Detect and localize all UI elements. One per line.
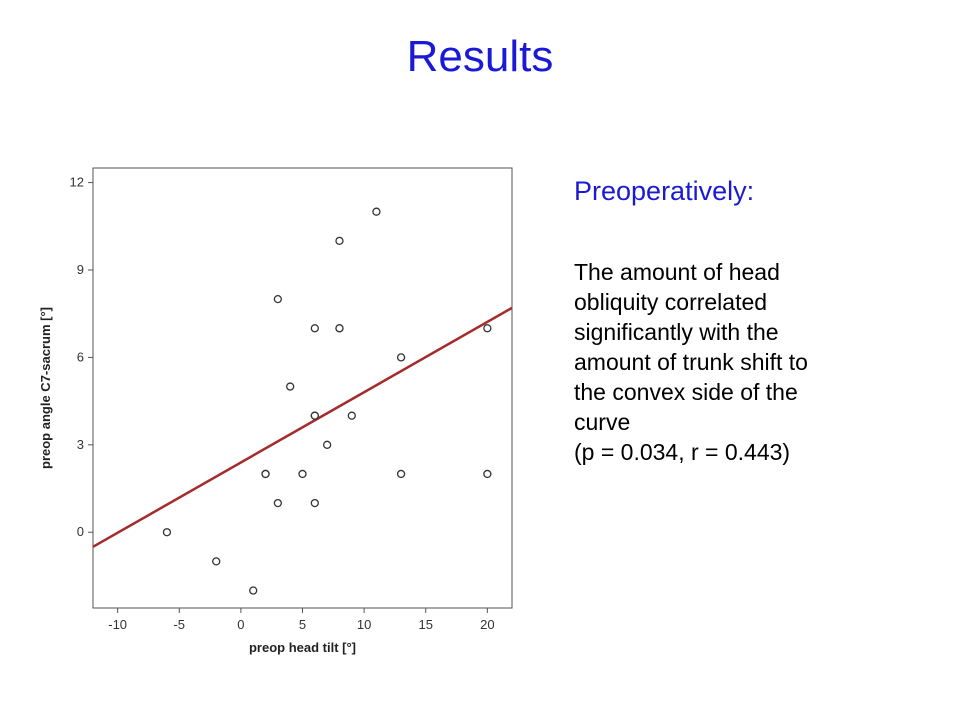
data-point xyxy=(310,411,319,420)
data-point xyxy=(310,324,319,333)
data-point xyxy=(372,207,381,216)
data-point xyxy=(396,353,406,362)
x-tick-label: 0 xyxy=(237,617,244,632)
y-tick-label: 6 xyxy=(77,349,84,364)
scatter-plot: -10 -5 0 5 10 15 20 0 3 6 9 12 preop head tilt [°] pr… xyxy=(38,167,513,655)
data-point xyxy=(483,324,492,333)
data-point xyxy=(212,557,221,566)
y-tick-label: 3 xyxy=(77,437,84,452)
data-point xyxy=(335,324,344,333)
data-point xyxy=(273,498,283,508)
x-tick-label: -5 xyxy=(173,617,185,632)
data-point xyxy=(273,294,283,304)
body-line: obliquity correlated xyxy=(574,289,768,315)
y-tick-label: 0 xyxy=(77,524,84,539)
data-point xyxy=(162,528,172,537)
data-point xyxy=(298,469,307,479)
x-tick-label: 20 xyxy=(480,617,494,632)
y-tick-label: 12 xyxy=(70,175,84,190)
y-axis-label: preop angle C7-sacrum [°] xyxy=(38,307,53,469)
body-line: (p = 0.034, r = 0.443) xyxy=(574,439,791,465)
x-tick-label: 10 xyxy=(357,617,371,632)
body-text: The amount of head obliquity correlated … xyxy=(574,257,924,467)
body-line: significantly with the xyxy=(574,319,779,345)
data-point xyxy=(347,411,356,420)
body-line: curve xyxy=(574,409,631,435)
data-point xyxy=(396,469,406,479)
body-line: the convex side of the xyxy=(574,379,798,405)
plot-frame xyxy=(92,167,513,609)
x-tick-label: 15 xyxy=(419,617,433,632)
body-line: amount of trunk shift to xyxy=(574,349,808,375)
x-tick-label: 5 xyxy=(299,617,306,632)
slide-title: Results xyxy=(406,32,554,81)
data-point xyxy=(261,469,270,479)
x-tick-label: -10 xyxy=(108,617,127,632)
x-axis-label: preop head tilt [°] xyxy=(249,640,356,655)
body-line: The amount of head xyxy=(574,259,780,285)
data-point xyxy=(286,382,295,391)
data-point xyxy=(310,498,319,508)
regression-line xyxy=(92,306,513,548)
data-point xyxy=(322,440,332,449)
data-point xyxy=(335,236,344,245)
y-tick-label: 9 xyxy=(77,262,84,277)
section-heading: Preoperatively: xyxy=(574,176,755,206)
data-point xyxy=(249,586,258,595)
data-point xyxy=(483,469,492,479)
